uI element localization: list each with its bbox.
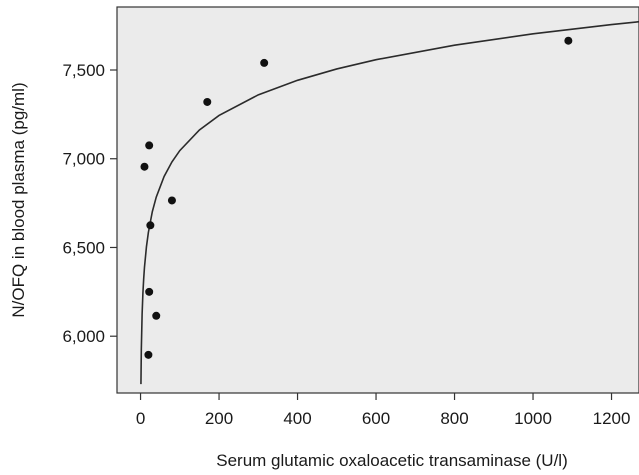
plot-area [116, 6, 639, 394]
y-axis: 6,000 6,500 7,000 7,500 [62, 61, 117, 346]
fit-curve [140, 20, 639, 385]
data-point-1 [140, 162, 149, 171]
data-point-9 [260, 58, 269, 67]
y-tick-label-7000: 7,000 [62, 150, 105, 169]
x-axis-title: Serum glutamic oxaloacetic transaminase … [216, 451, 567, 470]
x-tick-label-1000: 1000 [514, 409, 552, 428]
data-points [140, 36, 573, 359]
x-axis: 0 200 400 600 800 1000 1200 [136, 393, 631, 428]
x-tick-label-600: 600 [362, 409, 390, 428]
x-tick-label-800: 800 [440, 409, 468, 428]
x-tick-label-1200: 1200 [593, 409, 631, 428]
data-point-3 [146, 221, 155, 230]
data-point-5 [144, 350, 153, 359]
y-axis-title: N/OFQ in blood plasma (pg/ml) [9, 82, 28, 317]
x-tick-label-0: 0 [136, 409, 145, 428]
data-point-4 [145, 287, 154, 296]
y-tick-label-7500: 7,500 [62, 61, 105, 80]
y-tick-label-6500: 6,500 [62, 238, 105, 257]
data-point-7 [167, 196, 176, 205]
y-tick-label-6000: 6,000 [62, 327, 105, 346]
data-point-10 [564, 36, 573, 45]
data-point-2 [145, 141, 154, 150]
data-point-6 [152, 311, 161, 320]
x-tick-label-200: 200 [205, 409, 233, 428]
data-point-8 [203, 97, 212, 106]
x-tick-label-400: 400 [283, 409, 311, 428]
